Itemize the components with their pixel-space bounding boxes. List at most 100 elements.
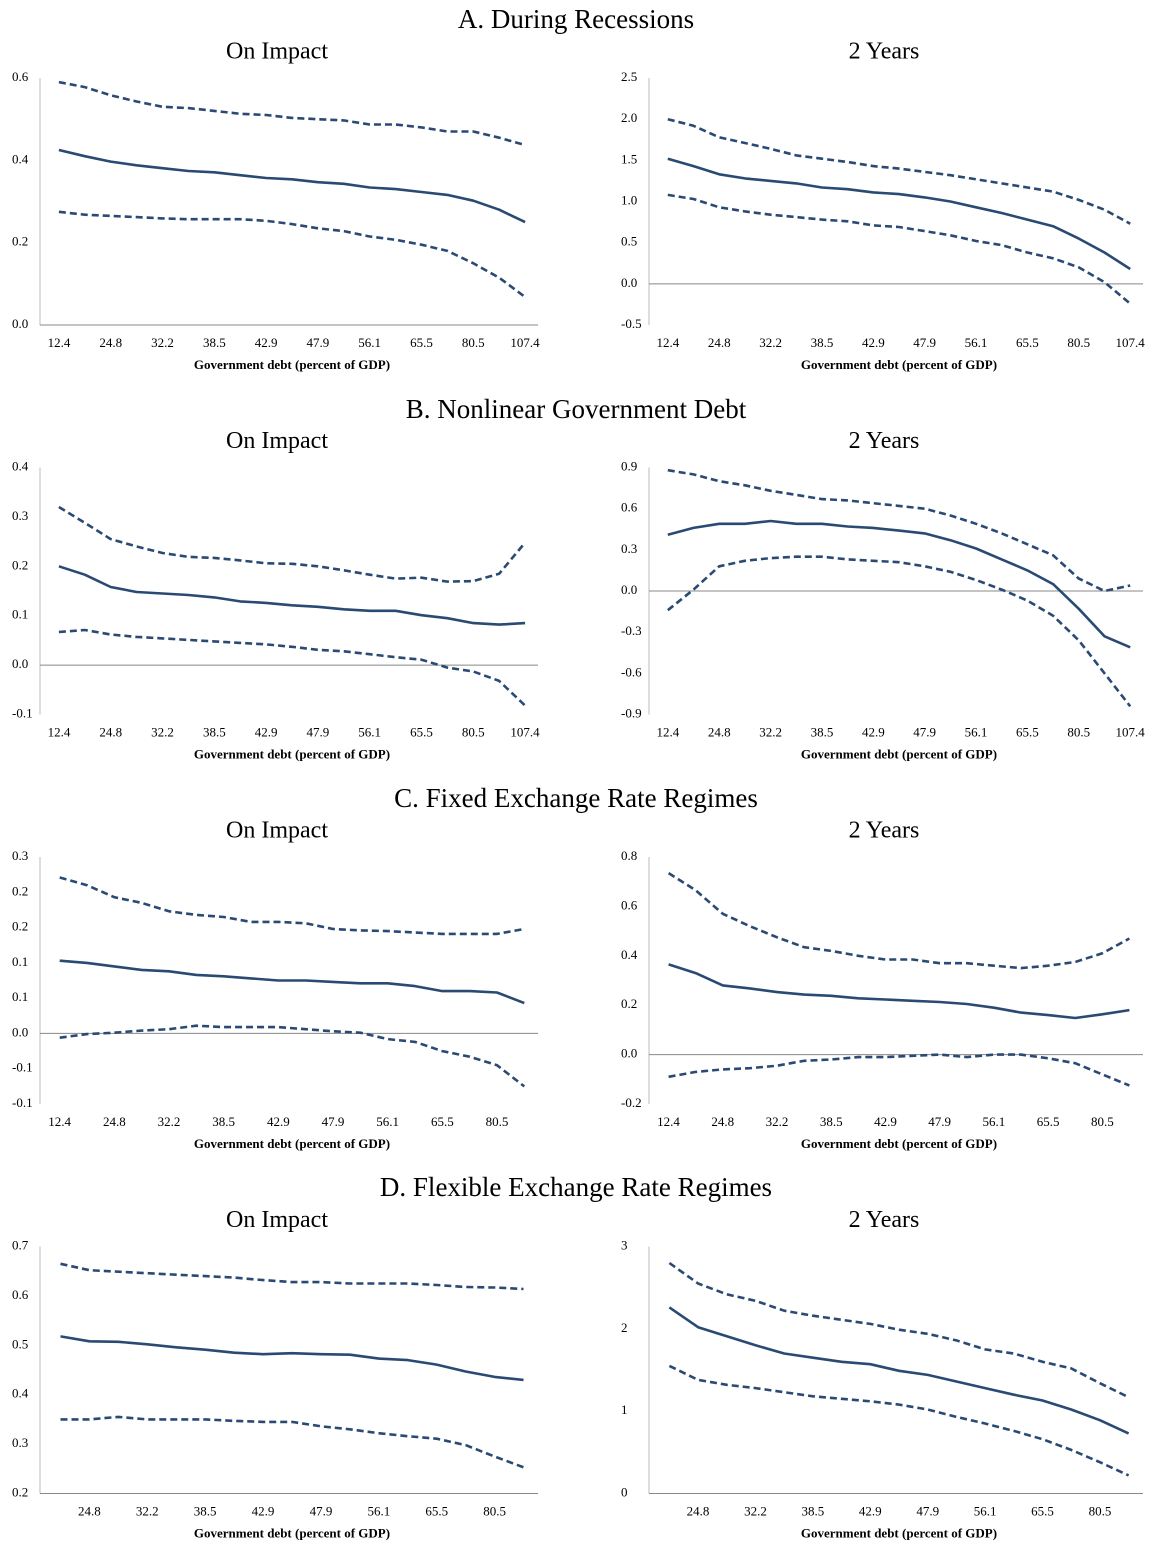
estimate-line: [667, 519, 1131, 649]
x-axis-title: Government debt (percent of GDP): [194, 746, 390, 761]
y-tick-label: 0.2: [621, 996, 637, 1011]
chart-title: On Impact: [226, 39, 328, 65]
confidence-band-line: [59, 1024, 526, 1088]
x-tick-label: 107.4: [510, 724, 540, 739]
x-tick-label: 42.9: [252, 1503, 275, 1518]
y-tick-label: 0.1: [12, 989, 28, 1004]
y-tick-label: 0.8: [621, 848, 637, 863]
x-tick-label: 47.9: [307, 335, 330, 350]
y-tick-label: 0.4: [12, 1386, 29, 1401]
y-tick-label: 1.0: [621, 192, 637, 207]
y-tick-label: 2.5: [621, 69, 637, 84]
confidence-band-line: [668, 1053, 1130, 1087]
confidence-band-line: [60, 1415, 524, 1469]
x-tick-label: 42.9: [862, 335, 885, 350]
y-tick-label: -0.1: [12, 705, 33, 720]
x-tick-label: 38.5: [203, 335, 226, 350]
y-tick-label: 0.6: [621, 500, 638, 515]
y-tick-label: 0: [621, 1484, 628, 1499]
y-tick-label: 0.0: [12, 656, 28, 671]
x-axis-title: Government debt (percent of GDP): [801, 357, 997, 372]
section-title: B. Nonlinear Government Debt: [406, 394, 747, 424]
x-tick-label: 24.8: [687, 1503, 710, 1518]
x-tick-label: 56.1: [983, 1114, 1006, 1129]
x-tick-label: 42.9: [862, 724, 885, 739]
estimate-line: [668, 963, 1130, 1020]
confidence-band-line: [58, 80, 526, 147]
x-tick-label: 24.8: [78, 1503, 101, 1518]
x-tick-label: 38.5: [203, 724, 226, 739]
x-tick-label: 65.5: [425, 1503, 448, 1518]
y-tick-label: 1.5: [621, 151, 637, 166]
y-tick-label: -0.1: [12, 1095, 33, 1110]
y-tick-label: 0.3: [621, 541, 637, 556]
y-tick-label: 0.1: [12, 954, 28, 969]
x-tick-label: 56.1: [376, 1114, 399, 1129]
y-tick-label: 0.3: [12, 1435, 28, 1450]
x-tick-label: 38.5: [811, 724, 834, 739]
section-title: D. Flexible Exchange Rate Regimes: [380, 1172, 772, 1202]
x-tick-label: 47.9: [322, 1114, 345, 1129]
confidence-band-line: [667, 468, 1131, 593]
y-tick-label: 0.7: [12, 1237, 29, 1252]
y-tick-label: 2.0: [621, 110, 637, 125]
x-tick-label: 56.1: [358, 724, 381, 739]
x-tick-label: 38.5: [802, 1503, 825, 1518]
x-tick-label: 47.9: [913, 335, 936, 350]
x-tick-label: 42.9: [255, 724, 278, 739]
chart-title: On Impact: [226, 818, 328, 844]
y-tick-label: -0.6: [621, 664, 642, 679]
x-tick-label: 80.5: [1091, 1114, 1114, 1129]
x-tick-label: 65.5: [1031, 1503, 1054, 1518]
x-tick-label: 107.4: [510, 335, 540, 350]
y-tick-label: 0.2: [12, 557, 28, 572]
y-tick-label: 0.4: [12, 151, 29, 166]
x-tick-label: 80.5: [483, 1503, 506, 1518]
y-tick-label: -0.5: [621, 316, 642, 331]
x-tick-label: 32.2: [151, 335, 174, 350]
section-title: C. Fixed Exchange Rate Regimes: [394, 783, 758, 813]
confidence-band-line: [667, 872, 1131, 970]
y-tick-label: 0.4: [621, 947, 638, 962]
y-tick-label: 0.0: [12, 316, 28, 331]
x-tick-label: 12.4: [657, 1114, 680, 1129]
chart-title: 2 Years: [849, 39, 920, 65]
x-tick-label: 12.4: [656, 335, 679, 350]
y-tick-label: 0.1: [12, 607, 28, 622]
x-tick-label: 38.5: [811, 335, 834, 350]
y-tick-label: 0.5: [12, 1336, 28, 1351]
x-axis-title: Government debt (percent of GDP): [194, 1525, 390, 1540]
x-axis-title: Government debt (percent of GDP): [801, 1525, 997, 1540]
section-title: A. During Recessions: [458, 4, 694, 34]
y-tick-label: 0.0: [12, 1024, 28, 1039]
estimate-line: [60, 1335, 524, 1382]
x-tick-label: 42.9: [255, 335, 278, 350]
x-tick-label: 12.4: [656, 724, 679, 739]
y-tick-label: 0.5: [621, 234, 637, 249]
confidence-band-line: [59, 876, 525, 936]
x-tick-label: 56.1: [965, 335, 988, 350]
y-tick-label: -0.1: [12, 1060, 33, 1075]
confidence-band-line: [668, 1364, 1130, 1477]
x-tick-label: 24.8: [708, 335, 731, 350]
x-tick-label: 80.5: [1067, 724, 1090, 739]
x-tick-label: 24.8: [711, 1114, 734, 1129]
y-tick-label: 3: [621, 1237, 628, 1252]
y-tick-label: 0.0: [621, 1046, 637, 1061]
x-tick-label: 47.9: [913, 724, 936, 739]
y-tick-label: 2: [621, 1320, 628, 1335]
y-tick-label: 0.4: [12, 458, 29, 473]
confidence-band-line: [668, 1261, 1130, 1399]
x-tick-label: 47.9: [928, 1114, 951, 1129]
x-tick-label: 107.4: [1116, 724, 1146, 739]
confidence-band-line: [667, 193, 1132, 305]
y-tick-label: 0.2: [12, 234, 28, 249]
confidence-band-line: [60, 1262, 524, 1291]
x-tick-label: 42.9: [267, 1114, 290, 1129]
y-tick-label: 0.2: [12, 1484, 28, 1499]
y-tick-label: 0.6: [12, 69, 29, 84]
y-tick-label: 0.2: [12, 919, 28, 934]
x-tick-label: 56.1: [974, 1503, 997, 1518]
estimate-line: [667, 157, 1131, 271]
